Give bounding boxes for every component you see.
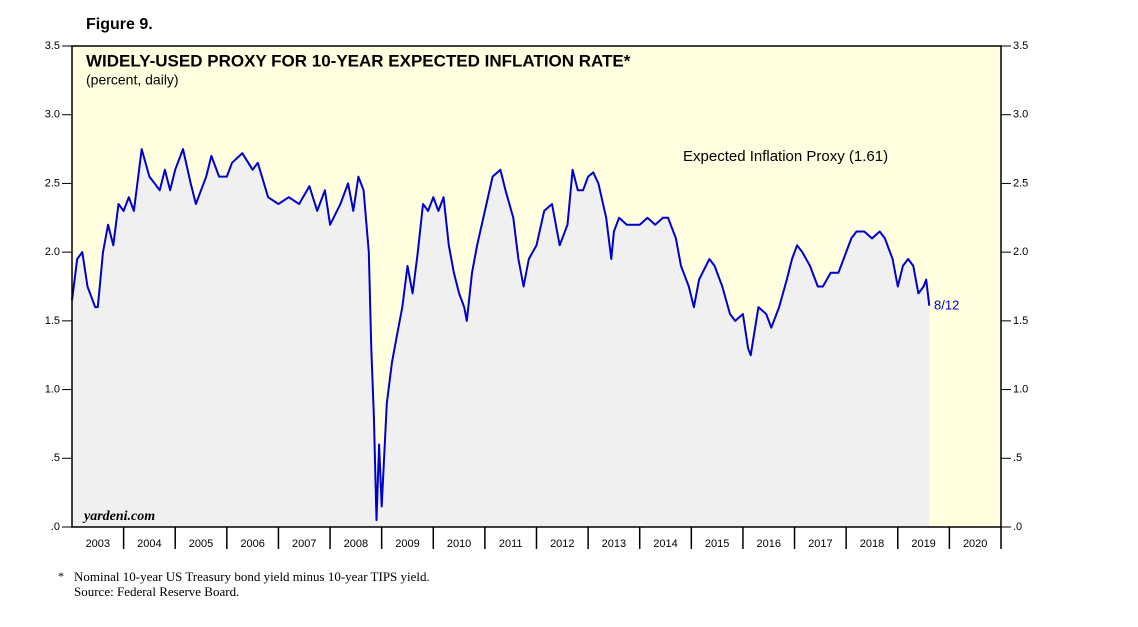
watermark: yardeni.com: [82, 509, 155, 524]
area: [72, 149, 930, 527]
y2-tick-label: 3.0: [1013, 109, 1028, 121]
y2-tick-label: .0: [1013, 521, 1022, 533]
x-tick-label: 2012: [550, 538, 574, 550]
x-tick-label: 2016: [757, 538, 781, 550]
y2-tick-label: .5: [1013, 452, 1022, 464]
y2-tick-label: 2.0: [1013, 246, 1028, 258]
y-tick-label: 3.0: [45, 109, 60, 121]
x-tick-label: 2008: [344, 538, 368, 550]
x-tick-label: 2019: [911, 538, 935, 550]
x-tick-label: 2017: [808, 538, 832, 550]
x-tick-label: 2003: [86, 538, 110, 550]
y2-tick-label: 1.5: [1013, 315, 1028, 327]
y-tick-label: 2.5: [45, 177, 60, 189]
y-tick-label: .5: [51, 452, 60, 464]
y-tick-label: 1.5: [45, 315, 60, 327]
x-tick-label: 2005: [189, 538, 213, 550]
y-tick-label: .0: [51, 521, 60, 533]
x-tick-label: 2013: [602, 538, 626, 550]
x-tick-label: 2004: [137, 538, 161, 550]
footnote-marker: *: [58, 569, 64, 583]
chart-title: WIDELY-USED PROXY FOR 10-YEAR EXPECTED I…: [86, 51, 631, 70]
y2-tick-label: 2.5: [1013, 177, 1028, 189]
y2-tick-label: 3.5: [1013, 40, 1028, 52]
figure-label: Figure 9.: [86, 16, 153, 33]
y2-tick-label: 1.0: [1013, 383, 1028, 395]
line: [71, 148, 931, 522]
y-tick-label: 2.0: [45, 246, 60, 258]
annotation: Expected Inflation Proxy (1.61): [683, 148, 888, 165]
x-tick-label: 2009: [395, 538, 419, 550]
footnote: Nominal 10-year US Treasury bond yield m…: [74, 569, 430, 584]
y-tick-label: 1.0: [45, 383, 60, 395]
x-tick-label: 2011: [499, 538, 523, 550]
x-tick-label: 2018: [860, 538, 884, 550]
source: Source: Federal Reserve Board.: [74, 584, 239, 599]
plot-layer: [71, 148, 931, 527]
x-tick-label: 2007: [292, 538, 316, 550]
x-tick-label: 2006: [240, 538, 264, 550]
y-tick-label: 3.5: [45, 40, 60, 52]
end-label: 8/12: [934, 297, 959, 312]
x-tick-label: 2010: [447, 538, 471, 550]
x-tick-label: 2020: [963, 538, 987, 550]
x-tick-label: 2014: [653, 538, 677, 550]
chart-subtitle: (percent, daily): [86, 72, 179, 88]
x-tick-label: 2015: [705, 538, 729, 550]
